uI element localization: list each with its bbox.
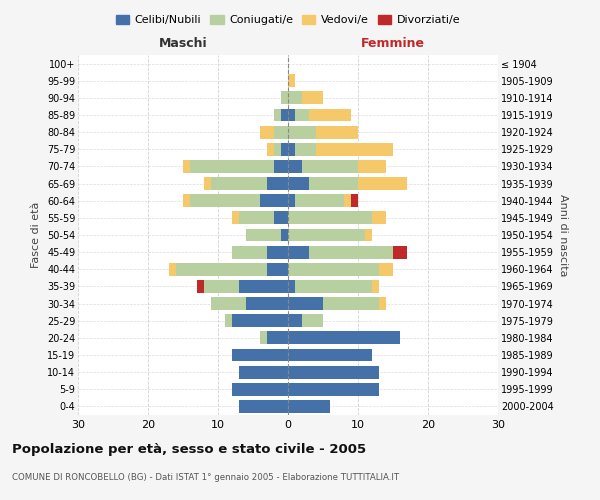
Text: Maschi: Maschi [158, 37, 208, 50]
Bar [239, 400, 288, 413]
Bar [274, 126, 288, 138]
Bar [372, 212, 386, 224]
Bar [204, 177, 211, 190]
Bar [372, 280, 379, 293]
Bar [232, 314, 288, 327]
Bar [267, 332, 288, 344]
Bar [211, 177, 267, 190]
Bar [302, 160, 358, 173]
Bar [288, 92, 302, 104]
Bar [274, 212, 288, 224]
Bar [176, 263, 267, 276]
Bar [288, 263, 379, 276]
Bar [288, 212, 372, 224]
Bar [295, 108, 309, 122]
Bar [183, 194, 190, 207]
Bar [288, 280, 295, 293]
Bar [295, 280, 372, 293]
Bar [239, 366, 288, 378]
Bar [288, 383, 379, 396]
Bar [267, 246, 288, 258]
Bar [260, 194, 288, 207]
Bar [288, 143, 295, 156]
Bar [246, 297, 288, 310]
Bar [288, 108, 295, 122]
Bar [365, 228, 372, 241]
Bar [309, 177, 358, 190]
Legend: Celibi/Nubili, Coniugati/e, Vedovi/e, Divorziati/e: Celibi/Nubili, Coniugati/e, Vedovi/e, Di… [112, 10, 464, 29]
Bar [232, 246, 267, 258]
Bar [281, 108, 288, 122]
Bar [288, 297, 323, 310]
Bar [379, 263, 393, 276]
Bar [295, 194, 344, 207]
Bar [351, 194, 358, 207]
Bar [246, 228, 281, 241]
Bar [344, 194, 351, 207]
Bar [288, 332, 400, 344]
Bar [288, 246, 309, 258]
Bar [274, 108, 281, 122]
Bar [197, 280, 204, 293]
Bar [267, 177, 288, 190]
Bar [211, 297, 246, 310]
Bar [274, 160, 288, 173]
Y-axis label: Anni di nascita: Anni di nascita [557, 194, 568, 276]
Bar [288, 74, 295, 87]
Bar [232, 212, 239, 224]
Bar [288, 314, 302, 327]
Bar [288, 160, 302, 173]
Bar [358, 160, 386, 173]
Bar [190, 160, 274, 173]
Bar [232, 383, 288, 396]
Bar [309, 108, 351, 122]
Bar [302, 92, 323, 104]
Bar [260, 332, 267, 344]
Bar [281, 143, 288, 156]
Bar [239, 212, 274, 224]
Bar [225, 314, 232, 327]
Bar [288, 348, 372, 362]
Bar [316, 126, 358, 138]
Bar [232, 348, 288, 362]
Bar [267, 143, 274, 156]
Bar [288, 366, 379, 378]
Bar [281, 228, 288, 241]
Bar [309, 246, 393, 258]
Text: COMUNE DI RONCOBELLO (BG) - Dati ISTAT 1° gennaio 2005 - Elaborazione TUTTITALIA: COMUNE DI RONCOBELLO (BG) - Dati ISTAT 1… [12, 472, 399, 482]
Bar [316, 143, 393, 156]
Bar [288, 194, 295, 207]
Bar [169, 263, 176, 276]
Bar [281, 92, 288, 104]
Bar [288, 177, 309, 190]
Bar [288, 400, 330, 413]
Bar [358, 177, 407, 190]
Bar [260, 126, 274, 138]
Bar [204, 280, 239, 293]
Bar [379, 297, 386, 310]
Bar [183, 160, 190, 173]
Text: Popolazione per età, sesso e stato civile - 2005: Popolazione per età, sesso e stato civil… [12, 442, 366, 456]
Text: Femmine: Femmine [361, 37, 425, 50]
Bar [323, 297, 379, 310]
Bar [302, 314, 323, 327]
Bar [267, 263, 288, 276]
Bar [295, 143, 316, 156]
Y-axis label: Fasce di età: Fasce di età [31, 202, 41, 268]
Bar [274, 143, 281, 156]
Bar [239, 280, 288, 293]
Bar [288, 126, 316, 138]
Bar [288, 228, 365, 241]
Bar [393, 246, 407, 258]
Bar [190, 194, 260, 207]
